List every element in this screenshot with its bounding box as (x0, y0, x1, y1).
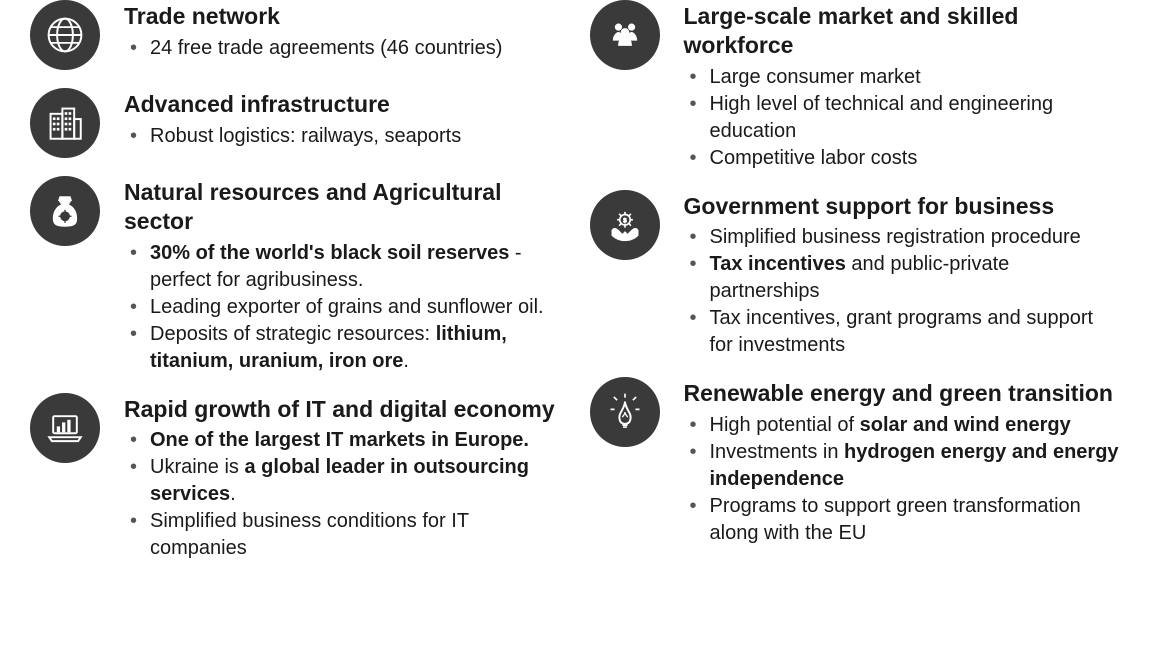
bullet-item: Large consumer market (684, 64, 1120, 91)
bullet-list: Simplified business registration procedu… (684, 224, 1120, 359)
item-title: Government support for business (684, 192, 1120, 221)
right-column: Large-scale market and skilled workforce… (590, 0, 1120, 580)
bullet-item: Investments in hydrogen energy and energ… (684, 439, 1120, 493)
info-item: Rapid growth of IT and digital economy On… (30, 393, 560, 563)
bullet-item: Leading exporter of grains and sunflower… (124, 294, 560, 321)
item-content: Government support for business Simplifie… (684, 190, 1120, 360)
item-title: Large-scale market and skilled workforce (684, 2, 1120, 60)
bullet-text-run: High potential of (710, 414, 860, 436)
item-content: Rapid growth of IT and digital economy On… (124, 393, 560, 563)
info-grid: Trade network 24 free trade agreements (4… (30, 0, 1119, 580)
workforce-icon (590, 0, 660, 70)
bullet-text-run: Competitive labor costs (710, 147, 918, 169)
bullet-list: 24 free trade agreements (46 countries) (124, 35, 560, 62)
bullet-text-run: 24 free trade agreements (46 countries) (150, 37, 502, 59)
bullet-text-run: Tax incentives, grant programs and suppo… (710, 307, 1094, 356)
left-column: Trade network 24 free trade agreements (4… (30, 0, 560, 580)
info-item: Renewable energy and green transition Hig… (590, 377, 1120, 547)
bullet-text-run: Programs to support green transformation… (710, 495, 1081, 544)
bullet-item: Ukraine is a global leader in outsourcin… (124, 454, 560, 508)
bullet-item: One of the largest IT markets in Europe. (124, 427, 560, 454)
bullet-text-run: High level of technical and engineering … (710, 93, 1054, 142)
laptop-chart-icon (30, 393, 100, 463)
bullet-text-run: One of the largest IT markets in Europe. (150, 429, 529, 451)
info-item: Natural resources and Agricultural secto… (30, 176, 560, 375)
bullet-item: 24 free trade agreements (46 countries) (124, 35, 560, 62)
bullet-item: 30% of the world's black soil reserves -… (124, 240, 560, 294)
bullet-item: Tax incentives, grant programs and suppo… (684, 305, 1120, 359)
info-item: Trade network 24 free trade agreements (4… (30, 0, 560, 70)
item-content: Natural resources and Agricultural secto… (124, 176, 560, 375)
sack-icon (30, 176, 100, 246)
bullet-text-run: Large consumer market (710, 66, 921, 88)
bullet-text-run: 30% of the world's black soil reserves (150, 242, 509, 264)
bullet-text-run: Deposits of strategic resources: (150, 323, 436, 345)
bullet-text-run: Robust logistics: railways, seaports (150, 125, 461, 147)
bullet-list: One of the largest IT markets in Europe.… (124, 427, 560, 562)
bullet-item: Deposits of strategic resources: lithium… (124, 321, 560, 375)
item-title: Natural resources and Agricultural secto… (124, 178, 560, 236)
item-title: Advanced infrastructure (124, 90, 560, 119)
item-content: Advanced infrastructure Robust logistics:… (124, 88, 560, 150)
buildings-icon (30, 88, 100, 158)
bullet-item: High potential of solar and wind energy (684, 412, 1120, 439)
bullet-text-run: . (230, 483, 236, 505)
item-content: Trade network 24 free trade agreements (4… (124, 0, 560, 62)
bullet-list: High potential of solar and wind energyI… (684, 412, 1120, 547)
bullet-text-run: Investments in (710, 441, 845, 463)
bullet-text-run: Simplified business registration procedu… (710, 226, 1081, 248)
bullet-item: Robust logistics: railways, seaports (124, 123, 560, 150)
gov-support-icon: $ (590, 190, 660, 260)
bullet-item: Programs to support green transformation… (684, 493, 1120, 547)
bullet-text-run: Ukraine is (150, 456, 244, 478)
info-item: $ Government support for business Simplifi… (590, 190, 1120, 360)
bullet-text-run: Leading exporter of grains and sunflower… (150, 296, 544, 318)
bullet-item: Simplified business conditions for IT co… (124, 508, 560, 562)
globe-icon (30, 0, 100, 70)
bullet-item: Simplified business registration procedu… (684, 224, 1120, 251)
item-content: Large-scale market and skilled workforce… (684, 0, 1120, 172)
item-title: Trade network (124, 2, 560, 31)
svg-text:$: $ (623, 217, 627, 224)
bullet-text-run: solar and wind energy (860, 414, 1071, 436)
renewable-icon (590, 377, 660, 447)
bullet-item: Competitive labor costs (684, 145, 1120, 172)
item-content: Renewable energy and green transition Hig… (684, 377, 1120, 547)
bullet-text-run: . (403, 350, 409, 372)
bullet-text-run: Tax incentives (710, 253, 846, 275)
bullet-item: Tax incentives and public-private partne… (684, 251, 1120, 305)
item-title: Rapid growth of IT and digital economy (124, 395, 560, 424)
bullet-text-run: Simplified business conditions for IT co… (150, 510, 469, 559)
bullet-list: Large consumer market High level of techn… (684, 64, 1120, 172)
info-item: Large-scale market and skilled workforce… (590, 0, 1120, 172)
item-title: Renewable energy and green transition (684, 379, 1120, 408)
bullet-item: High level of technical and engineering … (684, 91, 1120, 145)
bullet-list: Robust logistics: railways, seaports (124, 123, 560, 150)
info-item: Advanced infrastructure Robust logistics:… (30, 88, 560, 158)
bullet-list: 30% of the world's black soil reserves -… (124, 240, 560, 375)
